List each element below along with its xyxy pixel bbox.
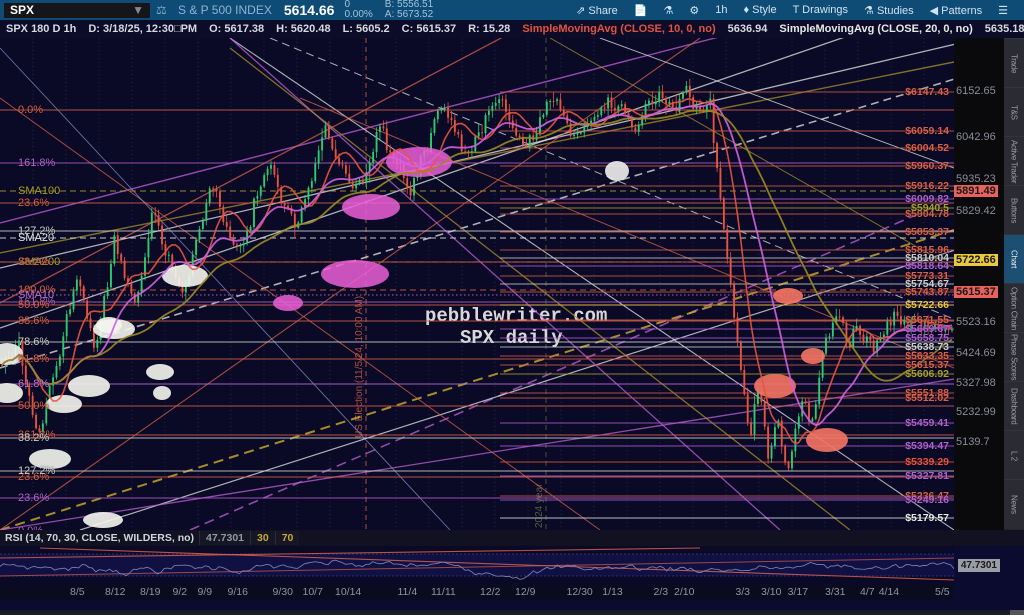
svg-text:pebblewriter.com: pebblewriter.com — [425, 305, 607, 327]
